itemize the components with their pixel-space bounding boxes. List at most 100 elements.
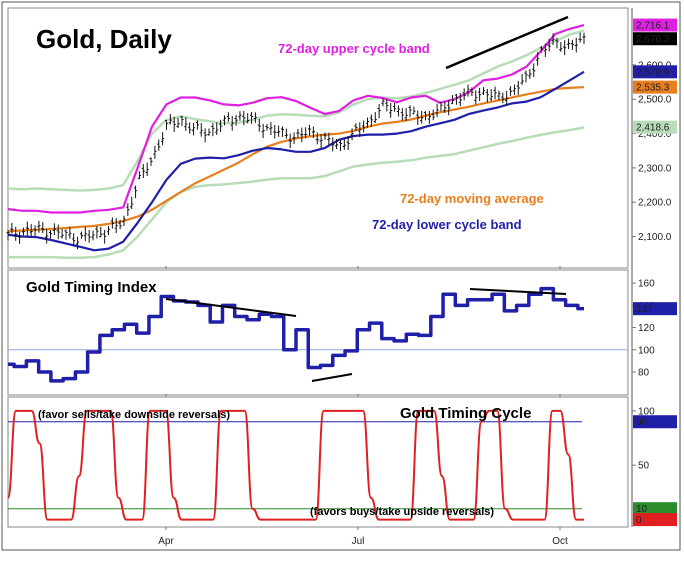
price-ohlc-bar bbox=[578, 32, 582, 43]
price-ohlc-bar bbox=[389, 103, 393, 118]
price-ohlc-bar bbox=[396, 105, 401, 117]
price-ohlc-bar bbox=[338, 140, 343, 152]
price-ohlc-bar bbox=[307, 124, 312, 136]
timing-cycle-line bbox=[7, 409, 584, 521]
price-ohlc-bar bbox=[516, 80, 520, 95]
price-value-tag: 2,579.9 bbox=[633, 65, 677, 79]
price-ohlc-bar bbox=[497, 90, 501, 101]
price-ohlc-bar bbox=[164, 120, 169, 130]
cycle-value-tag: 90 bbox=[633, 415, 677, 429]
price-ohlc-bar bbox=[277, 125, 281, 137]
price-ohlc-bar bbox=[273, 125, 277, 139]
price-ohlc-bar bbox=[354, 123, 358, 132]
price-ohlc-bar bbox=[377, 104, 381, 119]
price-ohlc-bar bbox=[505, 90, 509, 106]
price-ohlc-bar bbox=[365, 117, 370, 128]
cycle-y-tick-label: 100 bbox=[638, 406, 655, 417]
price-ohlc-bar bbox=[133, 185, 138, 199]
price-ohlc-bar bbox=[33, 225, 37, 237]
price-ohlc-bar bbox=[447, 100, 451, 116]
price-ohlc-bar bbox=[122, 215, 126, 227]
price-ohlc-bar bbox=[79, 231, 84, 239]
price-ohlc-bar bbox=[195, 120, 200, 130]
index-y-tick-label: 100 bbox=[638, 345, 655, 356]
price-ohlc-bar bbox=[462, 88, 466, 101]
price-ohlc-bar bbox=[311, 126, 315, 139]
price-ohlc-bar bbox=[184, 117, 188, 131]
price-ohlc-bar bbox=[443, 101, 447, 113]
cycle-value-tag: 10 bbox=[633, 502, 677, 516]
price-ohlc-bar bbox=[570, 39, 575, 50]
price-value-tag: 2,418.6 bbox=[633, 120, 677, 134]
price-ohlc-bar bbox=[458, 92, 462, 107]
price-ohlc-bar bbox=[207, 128, 211, 136]
price-ohlc-bar bbox=[362, 120, 366, 133]
price-ohlc-bar bbox=[346, 136, 350, 150]
price-ohlc-bar bbox=[423, 111, 428, 121]
price-ohlc-bar bbox=[574, 37, 578, 53]
price-ohlc-bar bbox=[528, 68, 532, 79]
price-series-line-4 bbox=[8, 126, 585, 260]
price-ohlc-bar bbox=[400, 108, 404, 121]
price-value-tag: 2,716.1 bbox=[633, 18, 677, 32]
price-ohlc-bar bbox=[342, 138, 346, 150]
price-ohlc-bar bbox=[315, 132, 319, 145]
price-y-tick-label: 2,100.0 bbox=[638, 232, 672, 243]
lower-band-label: 72-day lower cycle band bbox=[372, 217, 522, 232]
chart-title: Gold, Daily bbox=[36, 24, 172, 54]
price-ohlc-bar bbox=[300, 127, 304, 143]
price-ohlc-bar bbox=[60, 229, 64, 239]
x-tick-label: Apr bbox=[158, 536, 174, 547]
price-ohlc-bar bbox=[265, 124, 269, 131]
index-trendline bbox=[165, 298, 297, 317]
price-ohlc-bar bbox=[485, 88, 489, 103]
price-ohlc-bar bbox=[547, 38, 551, 52]
price-ohlc-bar bbox=[215, 122, 219, 136]
price-ohlc-bar bbox=[83, 226, 87, 242]
price-ohlc-bar bbox=[501, 92, 505, 104]
price-ohlc-bar bbox=[95, 226, 99, 239]
price-ohlc-bar bbox=[392, 103, 397, 112]
price-ohlc-bar bbox=[555, 37, 559, 49]
price-y-tick-label: 2,200.0 bbox=[638, 198, 672, 209]
price-ohlc-bar bbox=[563, 40, 567, 56]
price-ohlc-bar bbox=[551, 33, 555, 46]
price-ohlc-bar bbox=[10, 222, 14, 234]
price-ohlc-bar bbox=[114, 218, 118, 234]
price-ohlc-bar bbox=[21, 227, 26, 236]
index-y-tick-label: 80 bbox=[638, 368, 650, 379]
price-ohlc-bar bbox=[454, 93, 459, 105]
price-ohlc-bar bbox=[334, 138, 339, 149]
price-ohlc-bar bbox=[180, 115, 184, 127]
price-ohlc-bar bbox=[52, 223, 56, 236]
price-ohlc-bar bbox=[137, 171, 142, 180]
price-ohlc-bar bbox=[56, 224, 60, 240]
price-ohlc-bar bbox=[288, 133, 292, 149]
price-ohlc-bar bbox=[37, 220, 41, 233]
axis-layer: Apr Jul Oct bbox=[158, 266, 568, 547]
price-ohlc-bar bbox=[566, 38, 571, 50]
price-ohlc-bar bbox=[431, 109, 435, 121]
price-ohlc-bar bbox=[284, 128, 288, 139]
price-ohlc-bar bbox=[168, 114, 172, 125]
price-ohlc-bar bbox=[373, 112, 377, 123]
price-layer: 2,100.02,200.02,300.02,400.02,500.02,600… bbox=[6, 15, 677, 260]
price-ohlc-bar bbox=[450, 95, 455, 105]
price-ohlc-bar bbox=[72, 233, 76, 247]
price-ohlc-bar bbox=[524, 70, 528, 83]
price-ohlc-bar bbox=[230, 115, 234, 131]
price-value-tag-label: 2,418.6 bbox=[636, 123, 670, 134]
price-ohlc-bar bbox=[41, 222, 45, 234]
timing-index-line bbox=[8, 286, 584, 383]
price-ohlc-bar bbox=[99, 226, 103, 238]
price-ohlc-bar bbox=[296, 128, 300, 138]
price-ohlc-bar bbox=[68, 226, 72, 239]
price-ohlc-bar bbox=[369, 114, 373, 127]
price-y-tick-label: 2,400.0 bbox=[638, 129, 672, 140]
upper-band-label: 72-day upper cycle band bbox=[278, 41, 430, 56]
price-ohlc-bar bbox=[242, 110, 246, 126]
price-ohlc-bar bbox=[420, 111, 424, 124]
price-ohlc-bar bbox=[331, 137, 335, 152]
